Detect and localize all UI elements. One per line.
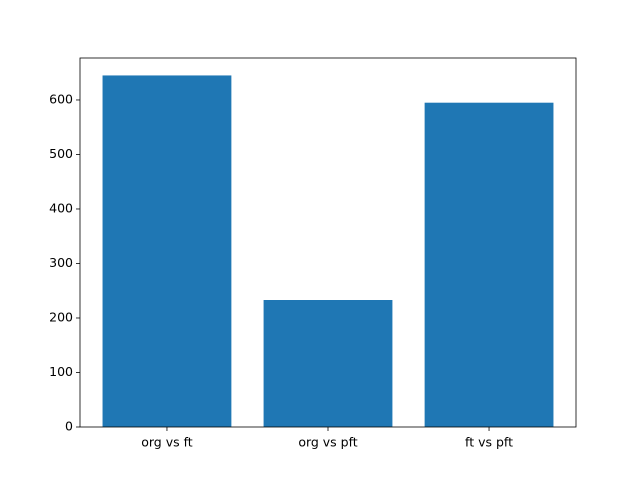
y-tick-label: 600 [49, 91, 73, 106]
y-tick-label: 0 [65, 419, 73, 434]
bar [102, 75, 232, 428]
x-tick-label: org vs ft [141, 435, 193, 450]
y-tick-label: 300 [49, 255, 73, 270]
bar [424, 102, 554, 427]
y-tick-label: 500 [49, 146, 73, 161]
x-tick-label: org vs pft [298, 435, 357, 450]
plot-frame [79, 57, 577, 428]
x-tick-label: ft vs pft [465, 435, 513, 450]
y-tick-label: 200 [49, 309, 73, 324]
y-tick-label: 400 [49, 200, 73, 215]
y-tick-label: 100 [49, 364, 73, 379]
bar [263, 300, 393, 427]
